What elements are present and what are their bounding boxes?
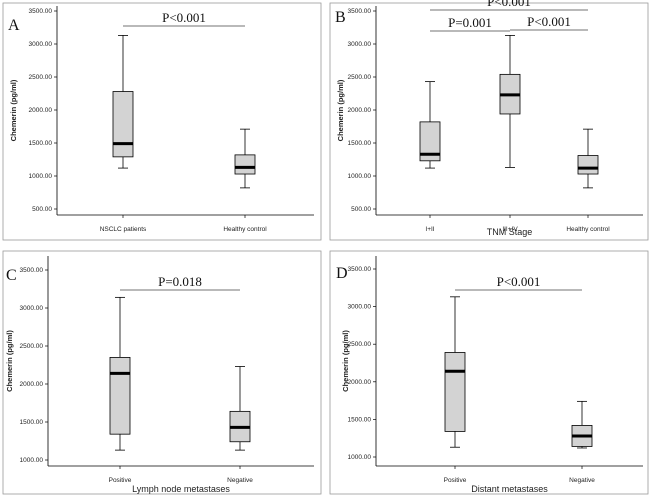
significance-annotation: P=0.018 <box>120 274 240 291</box>
x-axis-label: Lymph node metastases <box>132 484 230 494</box>
y-tick-label: 1500.00 <box>29 140 53 147</box>
panel-frame <box>329 250 649 495</box>
panel-letter: D <box>336 265 348 282</box>
significance-annotation: P<0.001 <box>455 274 582 291</box>
x-axis-label: TNM Stage <box>487 227 533 237</box>
box-healthy-control: Healthy control <box>566 128 610 233</box>
panel-a: 500.00 1000.00 1500.00 2000.00 2500.00 3000.0… <box>2 2 322 241</box>
y-tick-label: 3000.00 <box>29 41 53 48</box>
y-tick-label: 1500.00 <box>20 419 44 426</box>
y-tick-label: 2500.00 <box>20 343 44 350</box>
y-tick-label: 1000.00 <box>348 454 372 461</box>
box-nsclc-patients: NSCLC patients <box>100 35 147 233</box>
iqr-box <box>419 121 441 162</box>
y-tick-label: 2500.00 <box>348 341 372 348</box>
y-axis-label: Chemerin (pg/ml) <box>9 79 18 141</box>
y-tick-label: 3500.00 <box>20 267 44 274</box>
iqr-box <box>444 352 466 432</box>
y-tick-label: 500.00 <box>32 206 52 213</box>
y-tick-label: 2500.00 <box>29 74 53 81</box>
y-tick-label: 3000.00 <box>348 304 372 311</box>
x-tick-label: Negative <box>569 477 595 484</box>
y-tick-label: 2000.00 <box>20 381 44 388</box>
significance-annotation: P<0.001 <box>510 14 588 31</box>
panel-frame <box>329 2 649 241</box>
x-tick-label: Healthy control <box>223 226 267 233</box>
p-value-label: P<0.001 <box>527 14 571 29</box>
iqr-box <box>109 356 131 435</box>
panel-letter: A <box>8 17 20 34</box>
y-tick-label: 1000.00 <box>29 173 53 180</box>
iqr-box <box>234 154 256 175</box>
panel-c: 1000.00 1500.00 2000.00 2500.00 3000.00 3500.… <box>2 250 322 495</box>
p-value-label: P<0.001 <box>162 10 206 25</box>
x-tick-label: I+II <box>425 226 434 233</box>
panel-frame <box>2 250 322 495</box>
significance-annotation: P=0.001 <box>430 15 510 32</box>
p-value-label: P=0.018 <box>158 274 202 289</box>
x-tick-label: Positive <box>109 477 132 484</box>
box-i-ii: I+II <box>419 81 441 233</box>
y-tick-label: 500.00 <box>351 206 371 213</box>
y-tick-label: 1500.00 <box>348 140 372 147</box>
y-tick-label: 3000.00 <box>348 41 372 48</box>
y-axis-label: Chemerin (pg/ml) <box>336 79 345 141</box>
y-tick-label: 1000.00 <box>20 457 44 464</box>
iqr-box <box>577 155 599 175</box>
p-value-label: P<0.001 <box>487 0 531 9</box>
x-tick-label: III+IV <box>502 226 518 233</box>
y-tick-label: 1500.00 <box>348 416 372 423</box>
box-iii-iv: III+IV <box>499 35 521 233</box>
y-tick-label: 2000.00 <box>29 107 53 114</box>
box-positive: Positive <box>109 296 132 484</box>
significance-annotation: P<0.001 <box>123 10 245 27</box>
box-positive: Positive <box>444 296 467 484</box>
y-tick-label: 2500.00 <box>348 74 372 81</box>
y-axis-label: Chemerin (pg/ml) <box>5 330 14 392</box>
y-tick-label: 3500.00 <box>348 266 372 273</box>
p-value-label: P<0.001 <box>497 274 541 289</box>
box-negative: Negative <box>569 400 595 484</box>
y-tick-label: 2000.00 <box>348 379 372 386</box>
x-tick-label: Healthy control <box>566 226 610 233</box>
y-tick-label: 3500.00 <box>348 8 372 15</box>
panel-letter: C <box>6 267 17 284</box>
y-tick-label: 1000.00 <box>348 173 372 180</box>
x-tick-label: NSCLC patients <box>100 226 147 233</box>
y-tick-label: 3500.00 <box>29 8 53 15</box>
x-tick-label: Positive <box>444 477 467 484</box>
iqr-box <box>112 91 134 158</box>
x-tick-label: Negative <box>227 477 253 484</box>
significance-annotation: P<0.001 <box>430 0 588 11</box>
panel-letter: B <box>335 9 346 26</box>
panel-frame <box>2 2 322 241</box>
panel-d: 1000.00 1500.00 2000.00 2500.00 3000.00 3500.… <box>329 250 649 495</box>
y-tick-label: 3000.00 <box>20 305 44 312</box>
p-value-label: P=0.001 <box>448 15 492 30</box>
y-axis-label: Chemerin (pg/ml) <box>341 330 350 392</box>
box-negative: Negative <box>227 366 253 484</box>
panel-b: 500.00 1000.00 1500.00 2000.00 2500.00 3000.0… <box>329 0 649 241</box>
y-tick-label: 2000.00 <box>348 107 372 114</box>
x-axis-label: Distant metastases <box>471 484 548 494</box>
box-healthy-control: Healthy control <box>223 128 267 233</box>
